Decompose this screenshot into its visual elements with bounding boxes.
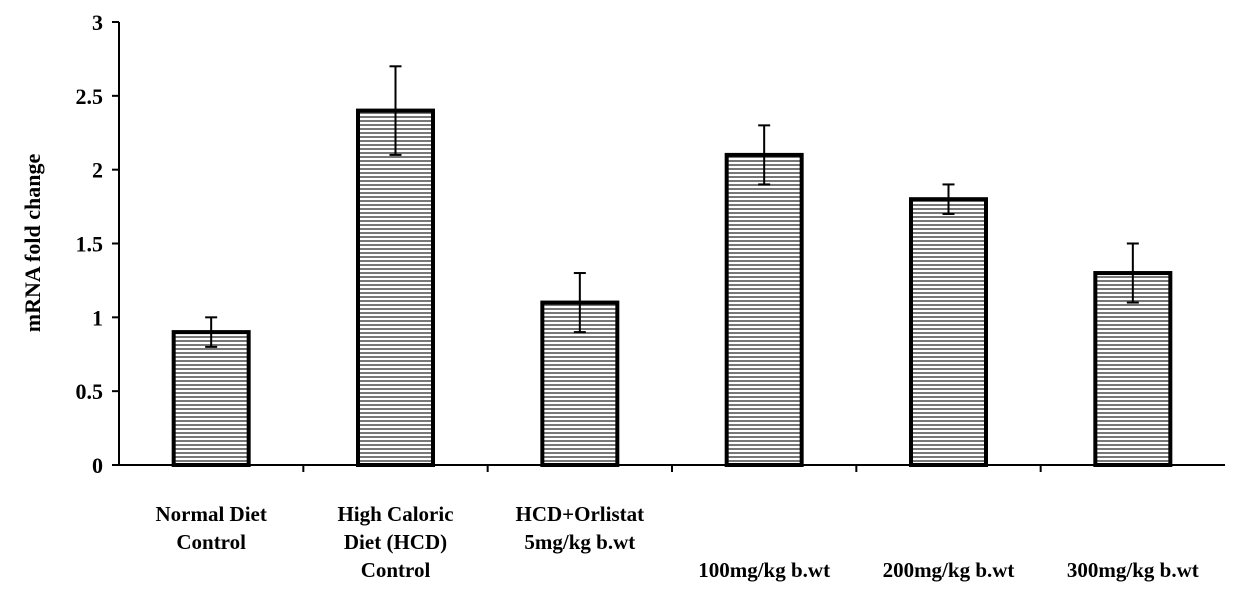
bar bbox=[171, 330, 251, 467]
bar bbox=[1093, 271, 1173, 467]
y-axis-title: mRNA fold change bbox=[20, 154, 45, 333]
bars bbox=[171, 108, 1173, 468]
category-label: Normal Diet bbox=[155, 502, 266, 526]
category-label: Control bbox=[176, 530, 246, 554]
y-tick-label: 0 bbox=[92, 453, 103, 478]
category-labels: Normal Diet Control High Caloric Diet (HCD)… bbox=[155, 502, 1198, 582]
category-label: HCD+Orlistat bbox=[516, 502, 645, 526]
error-bars bbox=[205, 65, 1139, 348]
category-label: Control bbox=[361, 558, 431, 582]
y-tick-labels: 0 0.5 1 1.5 2 2.5 3 bbox=[76, 10, 104, 478]
category-label: Diet (HCD) bbox=[344, 530, 447, 554]
category-label: 200mg/kg b.wt bbox=[883, 558, 1015, 582]
category-label: 300mg/kg b.wt bbox=[1067, 558, 1199, 582]
y-tick-label: 0.5 bbox=[76, 379, 104, 404]
y-tick-label: 3 bbox=[92, 10, 103, 35]
bar bbox=[356, 108, 435, 467]
category-label: 100mg/kg b.wt bbox=[698, 558, 830, 582]
y-tick-label: 2 bbox=[92, 158, 103, 183]
y-tick-label: 1 bbox=[92, 305, 103, 330]
category-label: High Caloric bbox=[337, 502, 453, 526]
axes bbox=[112, 21, 1225, 472]
y-axis-title-group: mRNA fold change bbox=[20, 154, 45, 333]
bar bbox=[909, 197, 988, 467]
bar bbox=[540, 300, 620, 468]
bar bbox=[724, 152, 804, 467]
y-tick-label: 1.5 bbox=[76, 232, 104, 257]
y-tick-label: 2.5 bbox=[76, 84, 104, 109]
category-label: 5mg/kg b.wt bbox=[524, 530, 635, 554]
